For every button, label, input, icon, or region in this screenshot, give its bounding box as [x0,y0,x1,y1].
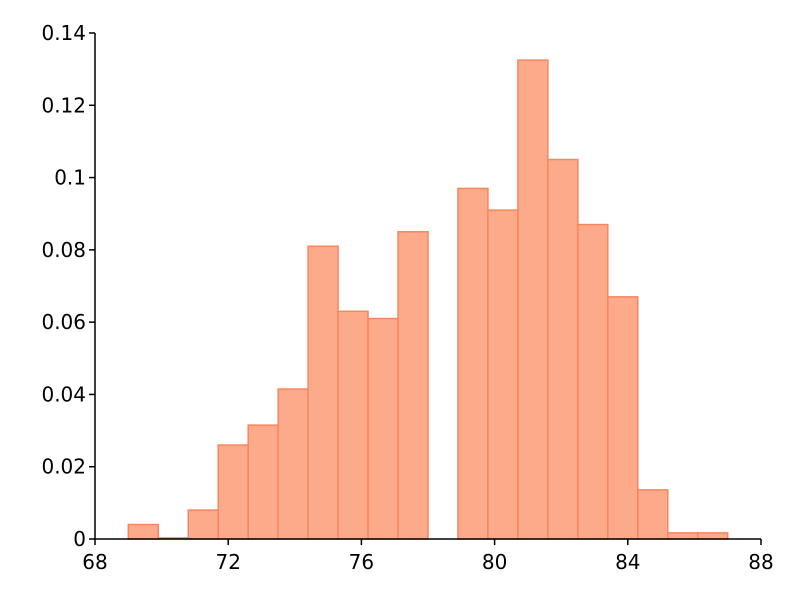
bar [667,532,699,540]
y-tick-label: 0 [73,527,86,551]
bar [337,310,369,540]
y-tick-label: 0.04 [41,382,86,406]
x-tick-label: 88 [748,550,773,574]
y-tick-label: 0.12 [41,93,86,117]
bar [247,424,279,540]
bar [397,231,429,540]
bar [307,245,339,540]
x-tick-label: 68 [82,550,107,574]
x-tick-label: 80 [482,550,507,574]
bar [487,209,519,540]
bar [457,187,489,540]
bar [217,444,249,540]
y-tick-label: 0.1 [54,166,86,190]
bar [607,296,639,540]
bar [277,388,309,540]
x-tick-label: 84 [615,550,640,574]
x-tick-label: 72 [215,550,240,574]
bar [547,158,579,540]
y-tick-label: 0.06 [41,310,86,334]
y-tick-label: 0.02 [41,455,86,479]
y-tick-label: 0.08 [41,238,86,262]
x-tick-label: 76 [349,550,374,574]
y-tick-label: 0.14 [41,21,86,45]
bar [367,317,399,540]
bar [577,223,609,540]
bar [696,532,729,540]
bar [187,509,219,540]
bar [127,523,160,540]
bar [517,59,549,540]
bar [637,489,669,540]
